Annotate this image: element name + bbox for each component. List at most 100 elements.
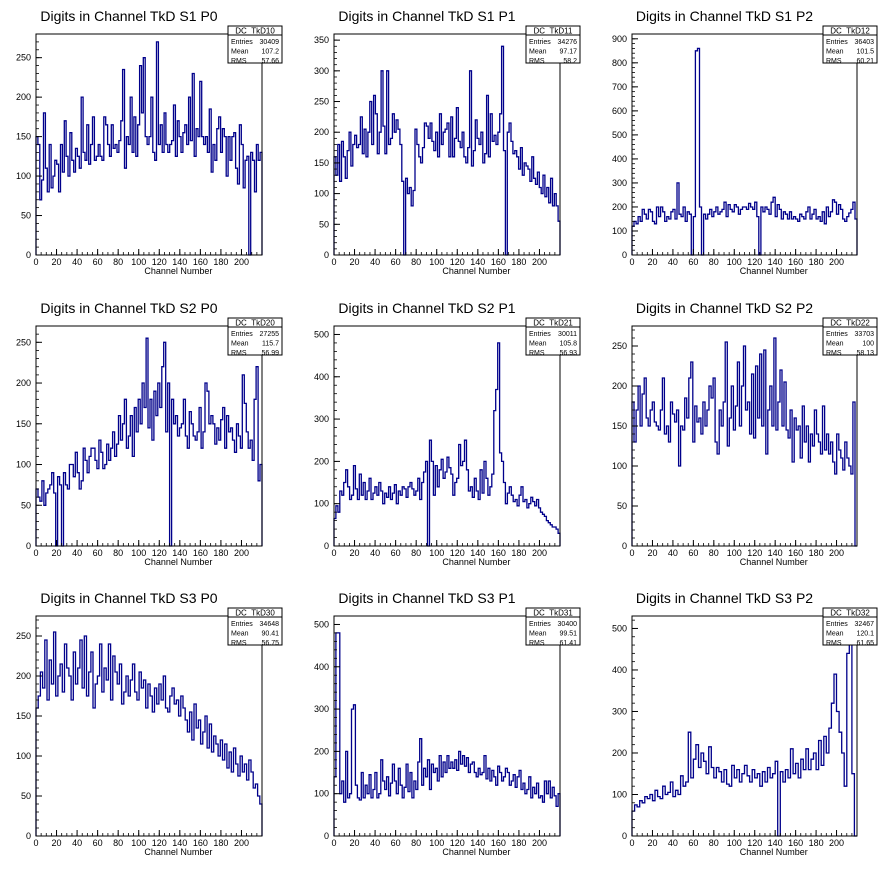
stats-label: RMS <box>826 58 842 65</box>
x-tick-label: 200 <box>234 838 249 848</box>
y-tick-label: 200 <box>612 202 627 212</box>
stats-label: Mean <box>231 631 249 638</box>
y-tick-label: 200 <box>16 378 31 388</box>
x-tick-label: 60 <box>93 548 103 558</box>
x-tick-label: 160 <box>491 838 506 848</box>
y-tick-label: 100 <box>314 189 329 199</box>
stats-value: 61.65 <box>856 640 874 647</box>
stats-box: DC_TkD20 Entries 27255 Mean 115.7 RMS 56.99 <box>227 317 283 357</box>
histogram-line <box>631 47 858 256</box>
y-tick-label: 800 <box>612 58 627 68</box>
y-tick-label: 500 <box>314 329 329 339</box>
y-tick-label: 500 <box>612 130 627 140</box>
x-tick-label: 20 <box>647 548 657 558</box>
x-tick-label: 80 <box>709 838 719 848</box>
stats-label: Entries <box>826 621 848 628</box>
histogram-panel-4: Digits in Channel TkD S2 P1 0 20 40 60 80 100 1… <box>314 300 581 567</box>
y-tick-label: 200 <box>314 127 329 137</box>
y-tick-label: 150 <box>16 711 31 721</box>
stats-label: Mean <box>231 49 249 56</box>
x-tick-label: 200 <box>532 548 547 558</box>
chart-title: Digits in Channel TkD S2 P1 <box>338 300 515 316</box>
stats-value: 27255 <box>260 331 280 338</box>
y-tick-label: 150 <box>314 158 329 168</box>
x-tick-label: 140 <box>470 838 485 848</box>
x-tick-label: 200 <box>234 548 249 558</box>
stats-label: Entries <box>231 39 253 46</box>
x-tick-label: 20 <box>52 548 62 558</box>
x-tick-label: 0 <box>629 257 634 267</box>
chart-title: Digits in Channel TkD S2 P2 <box>636 300 813 316</box>
stats-label: Entries <box>231 331 253 338</box>
stats-box: DC_TkD21 Entries 30011 Mean 105.8 RMS 56.93 <box>525 317 581 357</box>
stats-value: 99.51 <box>559 631 577 638</box>
x-tick-label: 20 <box>647 838 657 848</box>
stats-value: 97.17 <box>559 49 577 56</box>
x-tick-label: 0 <box>629 548 634 558</box>
stats-name: DC_TkD22 <box>830 319 870 328</box>
stats-label: RMS <box>231 58 247 65</box>
stats-value: 34276 <box>558 39 578 46</box>
y-tick-label: 250 <box>16 631 31 641</box>
y-tick-label: 150 <box>16 419 31 429</box>
y-tick-label: 50 <box>617 501 627 511</box>
stats-value: 56.93 <box>559 350 577 357</box>
x-tick-label: 140 <box>470 548 485 558</box>
stats-value: 58.2 <box>563 58 577 65</box>
stats-value: 57.66 <box>261 58 279 65</box>
stats-label: Mean <box>826 49 844 56</box>
x-tick-label: 60 <box>688 548 698 558</box>
histogram-panel-8: Digits in Channel TkD S3 P2 0 20 40 60 80 100 1… <box>612 590 878 857</box>
x-tick-label: 0 <box>33 257 38 267</box>
stats-label: Mean <box>826 631 844 638</box>
stats-value: 33703 <box>855 331 875 338</box>
stats-box: DC_TkD31 Entries 30400 Mean 99.51 RMS 61.41 <box>525 607 581 647</box>
histogram-panel-6: Digits in Channel TkD S3 P0 0 20 40 60 80 100 1… <box>16 590 283 857</box>
y-tick-label: 0 <box>622 831 627 841</box>
x-tick-label: 40 <box>370 838 380 848</box>
stats-name: DC_TkD30 <box>235 609 275 618</box>
x-axis-label: Channel Number <box>740 847 808 857</box>
x-tick-label: 100 <box>131 838 146 848</box>
stats-label: RMS <box>529 350 545 357</box>
plot-frame <box>35 325 263 547</box>
x-tick-label: 100 <box>727 548 742 558</box>
y-tick-label: 200 <box>16 671 31 681</box>
stats-box: DC_TkD22 Entries 33703 Mean 100 RMS 58.13 <box>822 317 878 357</box>
y-tick-label: 100 <box>314 789 329 799</box>
stats-value: 105.8 <box>559 341 577 348</box>
y-tick-label: 0 <box>26 541 31 551</box>
x-tick-label: 60 <box>391 257 401 267</box>
histogram-line <box>333 342 561 547</box>
chart-title: Digits in Channel TkD S1 P0 <box>40 8 217 24</box>
histogram-panel-3: Digits in Channel TkD S2 P0 0 20 40 60 80 100 1… <box>16 300 283 567</box>
histogram-panel-7: Digits in Channel TkD S3 P1 0 20 40 60 80 100 1… <box>314 590 581 857</box>
chart-title: Digits in Channel TkD S3 P2 <box>636 590 813 606</box>
stats-label: Entries <box>826 331 848 338</box>
x-tick-label: 80 <box>709 257 719 267</box>
stats-label: Entries <box>231 621 253 628</box>
x-tick-label: 140 <box>768 257 783 267</box>
y-tick-label: 700 <box>612 82 627 92</box>
y-tick-label: 300 <box>314 414 329 424</box>
chart-title: Digits in Channel TkD S2 P0 <box>40 300 217 316</box>
x-tick-label: 200 <box>829 838 844 848</box>
y-tick-label: 400 <box>314 372 329 382</box>
x-tick-label: 200 <box>829 548 844 558</box>
x-axis-label: Channel Number <box>144 557 212 567</box>
x-tick-label: 100 <box>429 838 444 848</box>
histogram-panel-5: Digits in Channel TkD S2 P2 0 20 40 60 80 100 1… <box>612 300 878 567</box>
y-tick-label: 300 <box>314 704 329 714</box>
x-tick-label: 120 <box>747 838 762 848</box>
y-tick-label: 400 <box>314 662 329 672</box>
stats-value: 120.1 <box>856 631 874 638</box>
x-tick-label: 0 <box>331 548 336 558</box>
x-tick-label: 160 <box>491 257 506 267</box>
x-tick-label: 100 <box>429 548 444 558</box>
stats-label: Mean <box>529 49 547 56</box>
stats-value: 61.41 <box>559 640 577 647</box>
y-tick-label: 0 <box>622 250 627 260</box>
stats-value: 32467 <box>855 621 875 628</box>
x-axis-label: Channel Number <box>740 557 808 567</box>
x-tick-label: 40 <box>72 257 82 267</box>
